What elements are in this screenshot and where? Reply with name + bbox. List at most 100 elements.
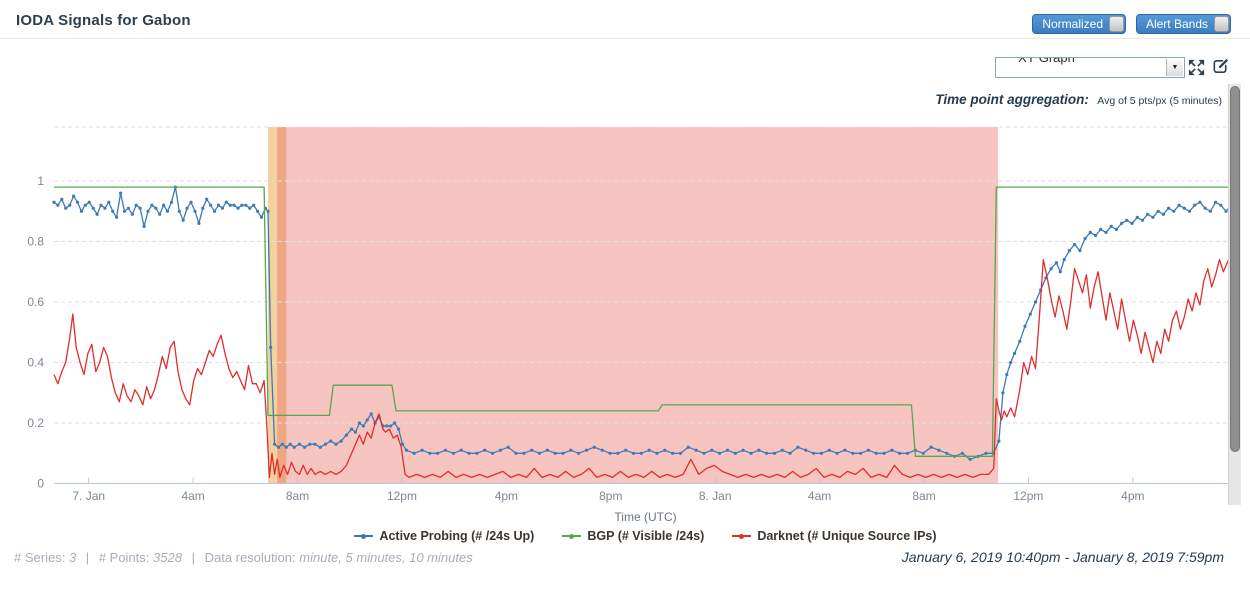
- series-marker: [475, 451, 479, 455]
- series-marker: [788, 451, 792, 455]
- series-marker: [119, 191, 123, 195]
- x-axis-tick-label: 8. Jan: [699, 489, 732, 503]
- series-marker: [1088, 230, 1092, 234]
- scrollbar-track[interactable]: [1228, 84, 1241, 505]
- alert-band: [277, 127, 999, 484]
- scrollbar-thumb[interactable]: [1230, 86, 1240, 452]
- series-marker: [1067, 249, 1071, 253]
- series-marker: [874, 451, 878, 455]
- series-marker: [1125, 218, 1129, 222]
- series-marker: [228, 203, 232, 207]
- series-marker: [498, 448, 502, 452]
- series-marker: [91, 206, 95, 210]
- series-marker: [189, 200, 193, 204]
- series-marker: [1161, 212, 1165, 216]
- series-marker: [968, 457, 972, 461]
- chart-stats: # Series: 3 | # Points: 3528 | Data reso…: [14, 550, 473, 565]
- x-axis-tick-label: 8am: [286, 489, 309, 503]
- series-marker: [428, 451, 432, 455]
- aggregation-value: Avg of 5 pts/px (5 minutes): [1097, 95, 1222, 107]
- x-axis-tick-label: 4pm: [495, 489, 518, 503]
- normalized-toggle-button[interactable]: Normalized: [1032, 14, 1126, 34]
- series-marker: [56, 203, 60, 207]
- legend-label: BGP (# Visible /24s): [587, 529, 705, 543]
- series-marker: [350, 427, 354, 431]
- alert-bands-toggle-label: Alert Bands: [1145, 17, 1208, 31]
- x-axis-tick-label: 12pm: [1013, 489, 1043, 503]
- series-marker: [297, 442, 301, 446]
- series-marker: [126, 206, 130, 210]
- series-marker: [467, 451, 471, 455]
- series-line-darknet: [53, 252, 1238, 479]
- series-marker: [530, 448, 534, 452]
- series-marker: [269, 345, 273, 349]
- series-marker: [483, 448, 487, 452]
- series-marker: [937, 448, 941, 452]
- series-marker: [733, 451, 737, 455]
- series-marker: [1078, 249, 1082, 253]
- series-marker: [663, 448, 667, 452]
- legend-item[interactable]: Active Probing (# /24s Up): [354, 529, 534, 543]
- series-marker: [945, 451, 949, 455]
- expand-icon[interactable]: [1187, 58, 1206, 77]
- y-axis-tick-label: 0.8: [27, 235, 44, 249]
- series-marker: [827, 448, 831, 452]
- series-marker: [843, 448, 847, 452]
- normalized-toggle-label: Normalized: [1042, 17, 1103, 31]
- series-marker: [592, 445, 596, 449]
- alert-bands-toggle-button[interactable]: Alert Bands: [1135, 14, 1231, 34]
- series-marker: [244, 203, 248, 207]
- edit-icon[interactable]: [1211, 57, 1230, 76]
- series-marker: [357, 421, 361, 425]
- series-marker: [158, 212, 162, 216]
- points-count-label: # Points:: [98, 550, 150, 565]
- series-marker: [835, 451, 839, 455]
- legend-item[interactable]: BGP (# Visible /24s): [562, 529, 704, 543]
- x-axis-tick-label: 7. Jan: [72, 489, 105, 503]
- series-marker: [851, 451, 855, 455]
- series-marker: [686, 445, 690, 449]
- series-marker: [400, 442, 405, 446]
- series-marker: [1193, 203, 1197, 207]
- time-point-aggregation: Time point aggregation: Avg of 5 pts/px …: [935, 91, 1222, 109]
- series-marker: [303, 445, 307, 449]
- series-marker: [1009, 360, 1013, 365]
- series-marker: [1001, 391, 1005, 395]
- series-marker: [906, 451, 910, 455]
- series-marker: [216, 203, 221, 207]
- series-marker: [353, 430, 358, 434]
- series-marker: [177, 209, 181, 213]
- chevron-down-icon[interactable]: ▼: [1166, 59, 1183, 76]
- resolution-label: Data resolution:: [204, 550, 296, 565]
- series-marker: [1013, 351, 1017, 355]
- series-marker: [1018, 339, 1022, 343]
- series-marker: [1151, 215, 1155, 219]
- y-axis-tick-label: 0: [37, 477, 44, 491]
- series-line-bgp: [54, 186, 1237, 457]
- graph-type-select[interactable]: XY Graph ▼: [995, 57, 1185, 78]
- toggle-knob[interactable]: [1109, 16, 1124, 32]
- series-marker: [1104, 230, 1108, 234]
- x-axis-title: Time (UTC): [614, 510, 676, 524]
- series-marker: [490, 451, 495, 455]
- series-marker: [1130, 221, 1134, 225]
- series-marker: [193, 209, 197, 213]
- separator: |: [85, 550, 90, 565]
- series-marker: [1182, 206, 1186, 210]
- series-marker: [181, 218, 185, 222]
- y-axis-tick-label: 0.4: [27, 356, 44, 370]
- x-axis-tick-label: 8pm: [599, 489, 622, 503]
- series-marker: [404, 448, 408, 452]
- series-marker: [1049, 267, 1053, 271]
- series-marker: [960, 451, 965, 455]
- series-marker: [780, 448, 784, 452]
- toggle-knob[interactable]: [1214, 16, 1229, 32]
- x-axis-tick-label: 4am: [808, 489, 831, 503]
- y-axis-tick-label: 0.2: [27, 416, 44, 430]
- series-marker: [266, 209, 270, 213]
- legend-item[interactable]: Darknet (# Unique Source IPs): [732, 529, 937, 543]
- series-marker: [1208, 209, 1212, 213]
- series-marker: [882, 451, 886, 455]
- series-marker: [64, 206, 68, 210]
